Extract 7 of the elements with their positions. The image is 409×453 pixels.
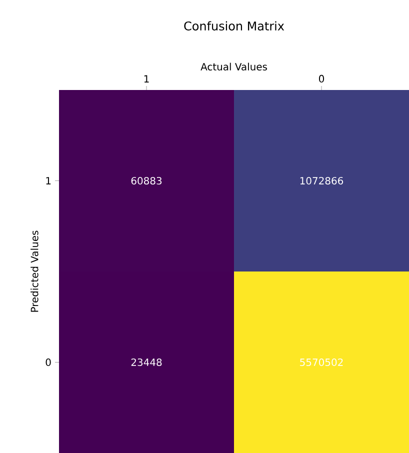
chart-title: Confusion Matrix [184, 21, 284, 31]
data-label: 23448 [131, 358, 162, 366]
x-axis-title: Actual Values [200, 62, 267, 70]
data-label: 1072866 [300, 176, 344, 185]
data-label: 60883 [131, 176, 162, 185]
y-axis-title: Predicted Values [30, 230, 38, 312]
data-label: 5570502 [300, 358, 343, 366]
